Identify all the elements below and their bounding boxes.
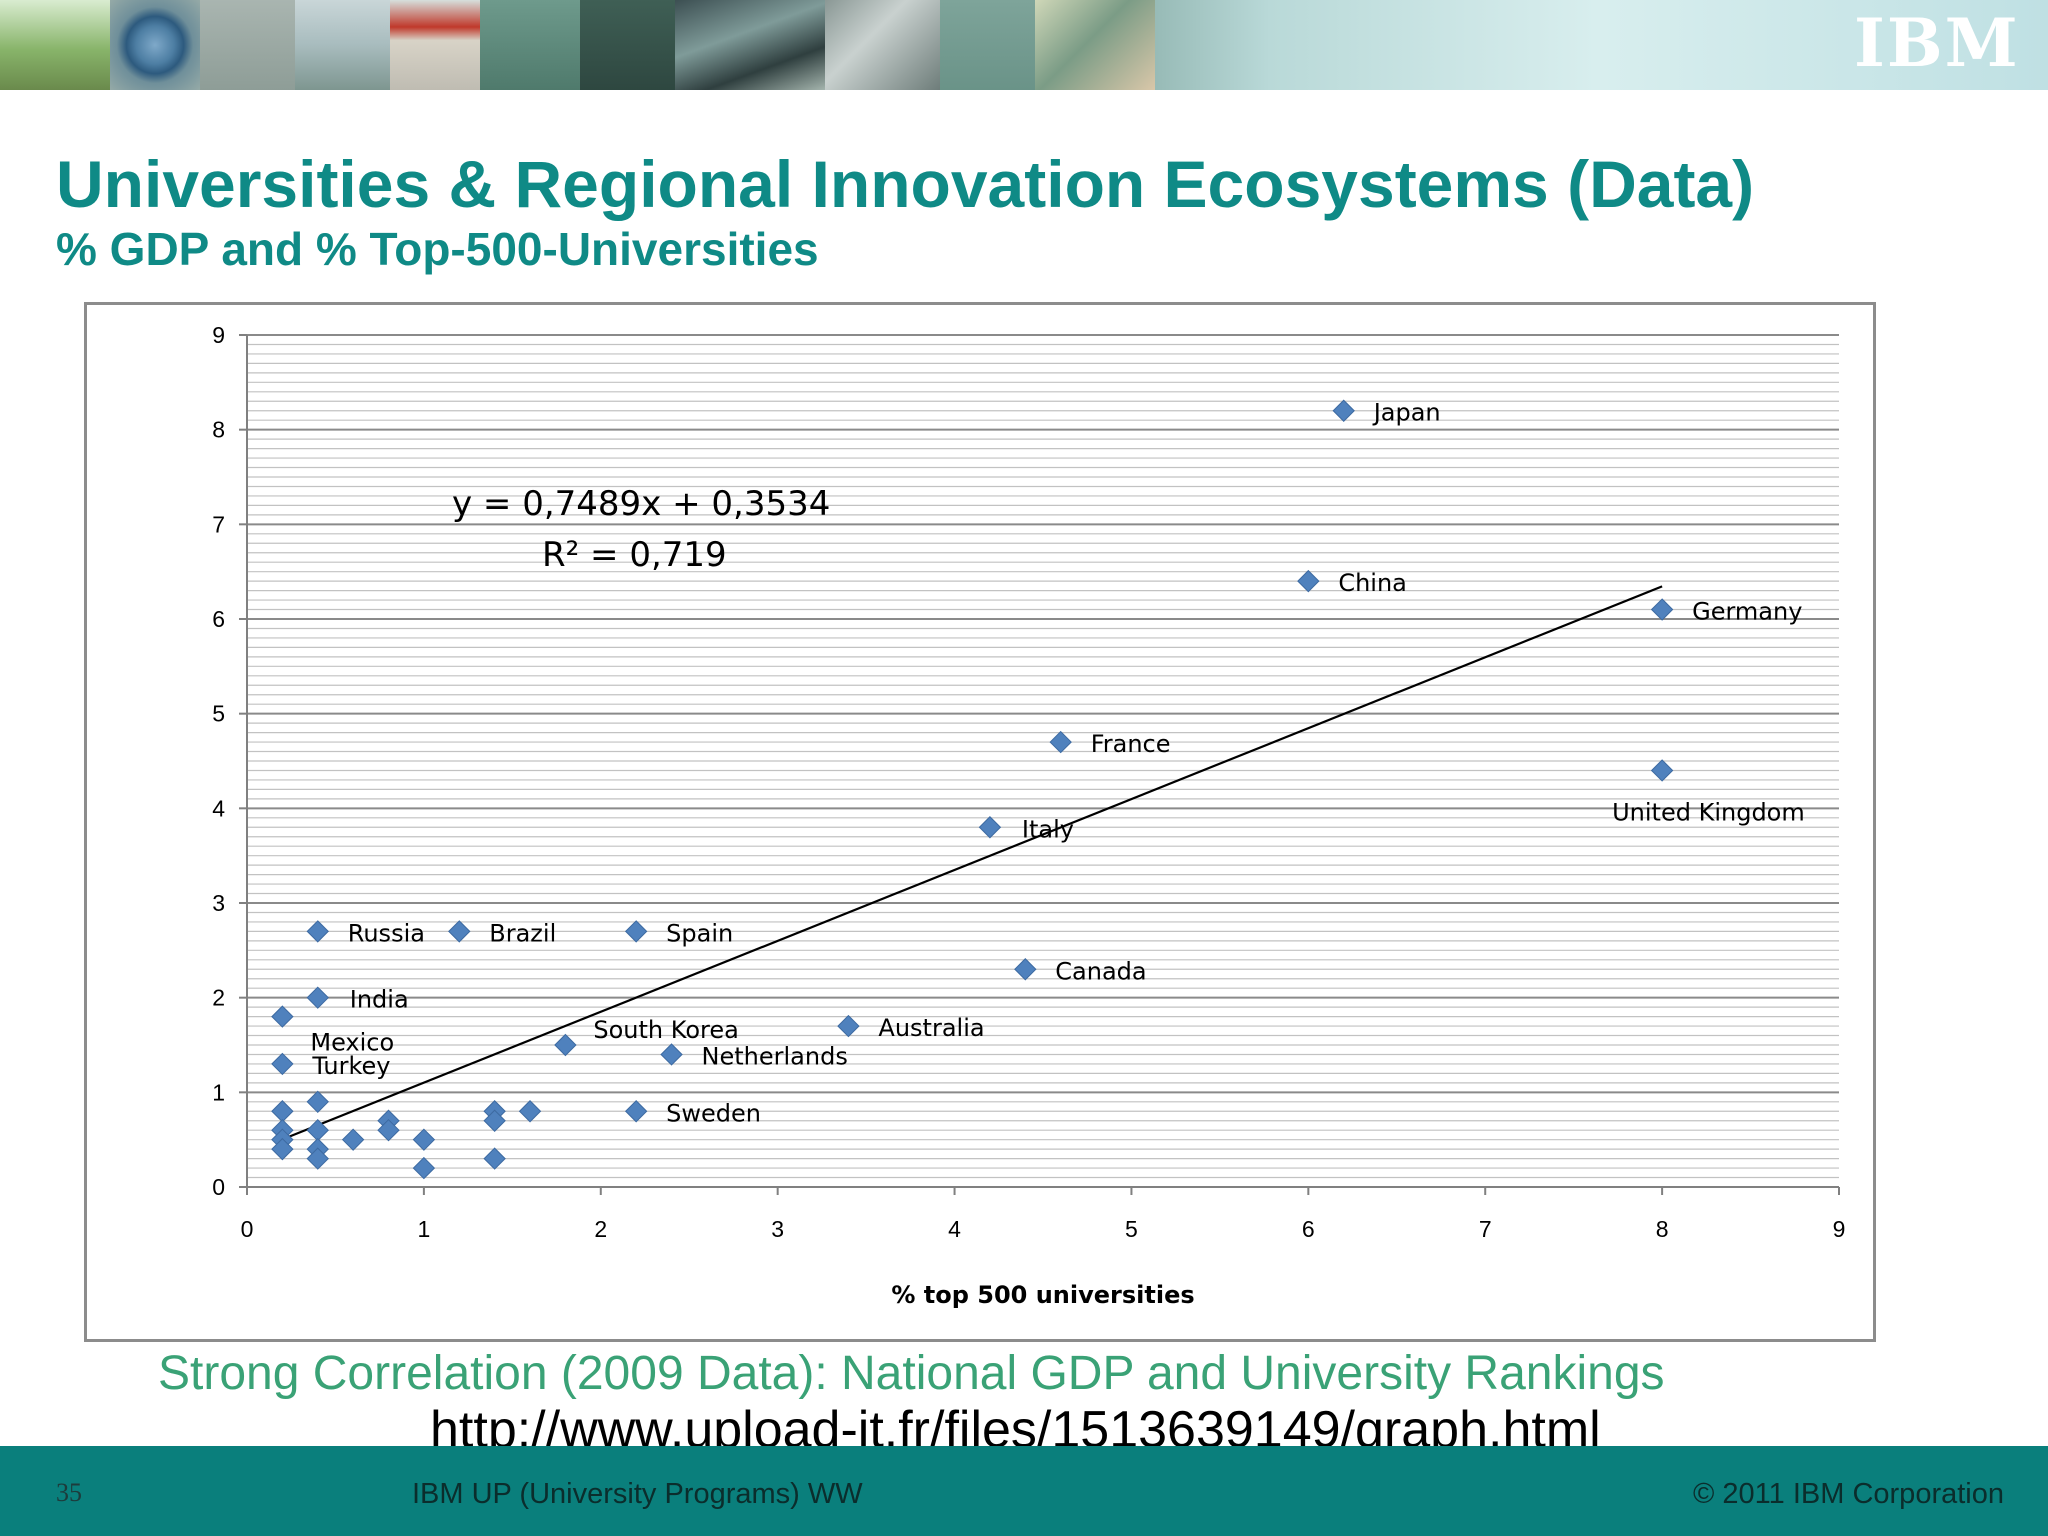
data-point-marker xyxy=(271,1137,294,1161)
data-point-marker xyxy=(837,1014,860,1038)
data-point-marker xyxy=(306,986,329,1009)
axes: 0 1 2 3 4 5 6 7 8 9 0 1 2 3 4 5 6 7 8 9 xyxy=(212,322,1845,1242)
footer-copyright: © 2011 IBM Corporation xyxy=(1693,1478,2004,1510)
trendline-r-squared: R² = 0,719 xyxy=(542,535,727,575)
trendline-layer xyxy=(281,585,1663,1141)
data-point-label: Japan xyxy=(1372,399,1441,427)
data-point-label: United Kingdom xyxy=(1612,798,1805,826)
header-banner: IBM xyxy=(0,0,2048,90)
data-point-marker xyxy=(1049,730,1072,754)
data-point-marker xyxy=(483,1147,506,1170)
data-point-marker xyxy=(624,920,648,943)
banner-photo-aerial xyxy=(940,0,1035,90)
y-tick-label: 1 xyxy=(212,1079,225,1105)
banner-photo-hand xyxy=(1035,0,1155,90)
banner-photo-dial xyxy=(110,0,200,90)
data-point-marker xyxy=(412,1128,436,1151)
data-point-marker xyxy=(271,1100,294,1123)
point-labels: Japan China Germany France United Kingdom Ita… xyxy=(310,399,1804,1128)
x-tick-label: 0 xyxy=(241,1216,254,1242)
banner-photo-green xyxy=(480,0,580,90)
page-number: 35 xyxy=(56,1478,82,1507)
data-point-label: Canada xyxy=(1055,957,1146,985)
x-tick-label: 5 xyxy=(1125,1216,1138,1242)
data-point-label: Netherlands xyxy=(702,1042,848,1070)
x-tick-label: 1 xyxy=(417,1216,430,1242)
y-tick-label: 8 xyxy=(212,417,225,443)
y-tick-label: 5 xyxy=(212,701,225,727)
x-tick-label: 9 xyxy=(1833,1216,1846,1242)
banner-photo-map xyxy=(825,0,940,90)
chart-caption: Strong Correlation (2009 Data): National… xyxy=(158,1347,1665,1400)
data-point-marker xyxy=(624,1100,648,1123)
data-point-label: South Korea xyxy=(593,1016,738,1044)
x-tick-label: 4 xyxy=(948,1216,961,1242)
data-point-marker xyxy=(306,1090,329,1114)
banner-photo-grey xyxy=(200,0,295,90)
data-point-marker xyxy=(483,1109,506,1132)
data-point-marker xyxy=(412,1156,436,1180)
grid-lines xyxy=(247,334,1839,1188)
data-point-marker xyxy=(271,1052,294,1076)
banner-photo-house xyxy=(390,0,480,90)
ibm-logo: IBM xyxy=(1854,4,2020,82)
chart-frame: 0 1 2 3 4 5 6 7 8 9 0 1 2 3 4 5 6 7 8 9 Japan China Germany Fr… xyxy=(84,302,1876,1342)
y-tick-label: 6 xyxy=(212,606,225,632)
y-tick-label: 9 xyxy=(212,322,225,348)
y-tick-label: 7 xyxy=(212,511,225,537)
x-tick-label: 7 xyxy=(1479,1216,1492,1242)
slide-subtitle: % GDP and % Top-500-Universities xyxy=(56,223,819,275)
data-point-marker xyxy=(1332,399,1355,422)
data-point-label: Germany xyxy=(1692,598,1802,626)
data-point-marker xyxy=(1297,569,1320,593)
data-point-marker xyxy=(554,1033,577,1057)
data-point-label: China xyxy=(1338,569,1407,597)
y-tick-label: 3 xyxy=(212,890,225,916)
data-point-marker xyxy=(341,1128,365,1151)
data-point-marker xyxy=(1650,759,1674,782)
data-point-label: Italy xyxy=(1022,815,1074,843)
banner-photo-city xyxy=(675,0,825,90)
data-point-label: India xyxy=(350,986,409,1014)
data-point-marker xyxy=(1650,598,1674,621)
x-tick-label: 2 xyxy=(594,1216,607,1242)
footer-bar xyxy=(0,1446,2048,1536)
trendline xyxy=(281,585,1663,1141)
banner-photo-dark xyxy=(580,0,675,90)
data-point-label: Sweden xyxy=(666,1099,761,1127)
data-point-marker xyxy=(1014,958,1037,981)
data-point-marker xyxy=(271,1005,294,1028)
data-points xyxy=(271,399,1674,1180)
x-axis-title: % top 500 universities xyxy=(891,1281,1194,1309)
data-point-label: France xyxy=(1091,730,1171,758)
y-tick-label: 2 xyxy=(212,985,225,1011)
x-tick-label: 8 xyxy=(1656,1216,1669,1242)
data-point-marker xyxy=(518,1100,542,1123)
data-point-marker xyxy=(978,816,1002,839)
y-tick-label: 4 xyxy=(212,795,225,821)
scatter-chart: 0 1 2 3 4 5 6 7 8 9 0 1 2 3 4 5 6 7 8 9 Japan China Germany Fr… xyxy=(212,322,1845,1309)
data-point-marker xyxy=(660,1043,683,1066)
data-point-label: Australia xyxy=(878,1014,984,1042)
data-point-label: Turkey xyxy=(311,1052,390,1080)
banner-photo-building xyxy=(295,0,390,90)
trendline-equation: y = 0,7489x + 0,3534 xyxy=(452,484,830,524)
data-point-marker xyxy=(377,1118,400,1142)
data-point-marker xyxy=(448,920,471,943)
data-point-label: Spain xyxy=(666,919,733,947)
data-point-marker xyxy=(306,920,329,943)
slide-title: Universities & Regional Innovation Ecosy… xyxy=(56,147,1755,221)
data-point-label: Russia xyxy=(348,919,425,947)
y-tick-label: 0 xyxy=(212,1174,225,1200)
data-point-label: Brazil xyxy=(489,919,556,947)
footer-program-label: IBM UP (University Programs) WW xyxy=(412,1478,863,1510)
data-point-marker xyxy=(306,1147,329,1170)
banner-photo-tree xyxy=(0,0,110,90)
x-tick-label: 3 xyxy=(771,1216,784,1242)
x-tick-label: 6 xyxy=(1302,1216,1315,1242)
data-point-label: Mexico xyxy=(310,1029,394,1057)
